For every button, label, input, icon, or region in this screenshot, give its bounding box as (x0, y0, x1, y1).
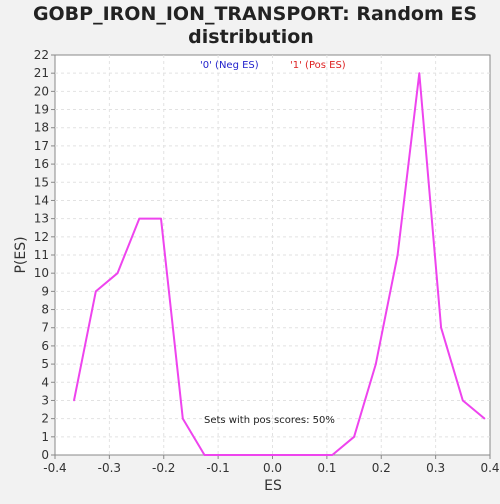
data-point (396, 254, 399, 256)
y-tick-label: 18 (34, 121, 49, 135)
data-point (483, 417, 486, 420)
x-tick-label: -0.2 (152, 461, 175, 475)
y-tick-label: 5 (41, 357, 49, 371)
y-tick-label: 11 (34, 248, 49, 262)
y-axis-label: P(ES) (13, 236, 29, 273)
data-point (225, 454, 228, 456)
y-tick-label: 12 (34, 230, 49, 244)
chart-title-line-1: GOBP_IRON_ION_TRANSPORT: Random ES (33, 3, 477, 25)
y-tick-label: 0 (41, 448, 49, 462)
y-tick-label: 1 (41, 430, 49, 444)
data-point (268, 454, 271, 456)
data-point (353, 436, 355, 438)
x-tick-label: 0.3 (426, 461, 445, 475)
y-tick-label: 3 (41, 393, 49, 407)
y-tick-label: 6 (41, 339, 49, 353)
y-tick-label: 17 (34, 139, 49, 153)
data-point (73, 399, 75, 402)
y-tick-label: 9 (41, 284, 49, 298)
x-tick-label: 0.1 (317, 461, 336, 475)
y-tick-label: 21 (34, 66, 49, 80)
y-tick-label: 15 (34, 175, 49, 189)
data-point (312, 454, 315, 456)
x-tick-label: -0.4 (43, 461, 66, 475)
x-tick-label: 0.0 (263, 461, 282, 475)
data-point (94, 290, 97, 293)
x-tick-label: -0.3 (98, 461, 121, 475)
x-tick-label: 0.2 (372, 461, 391, 475)
data-point (462, 399, 464, 402)
grid-lines (55, 55, 490, 455)
data-point (247, 454, 249, 456)
legend-entry-pos: '1' (Pos ES) (290, 60, 346, 71)
series-line-0 (73, 72, 486, 456)
data-point (181, 417, 184, 420)
data-point (440, 326, 442, 329)
data-point (290, 454, 293, 456)
x-tick-label: -0.1 (206, 461, 229, 475)
y-tick-label: 4 (41, 375, 49, 389)
data-point (160, 217, 162, 220)
data-point (203, 454, 206, 456)
x-axis-label: ES (264, 478, 282, 494)
chart-title-line-2: distribution (188, 26, 314, 48)
y-tick-label: 14 (34, 193, 49, 207)
data-point (116, 272, 119, 274)
y-tick-label: 10 (34, 266, 49, 280)
series-layer (73, 72, 486, 456)
data-point (331, 454, 334, 456)
legend-entry-neg: '0' (Neg ES) (200, 60, 259, 71)
x-tick-label: 0.4 (480, 461, 499, 475)
y-tick-label: 13 (34, 212, 49, 226)
data-point (375, 363, 377, 365)
axes: 012345678910111213141516171819202122-0.4… (34, 48, 500, 475)
y-tick-label: 8 (41, 303, 49, 317)
y-tick-label: 20 (34, 84, 49, 98)
annotation-pos-scores: Sets with pos scores: 50% (204, 415, 335, 426)
y-tick-label: 19 (34, 103, 49, 117)
y-tick-label: 7 (41, 321, 49, 335)
data-point (418, 72, 421, 74)
y-tick-label: 16 (34, 157, 49, 171)
data-point (138, 217, 141, 220)
y-tick-label: 2 (41, 412, 49, 426)
y-tick-label: 22 (34, 48, 49, 62)
